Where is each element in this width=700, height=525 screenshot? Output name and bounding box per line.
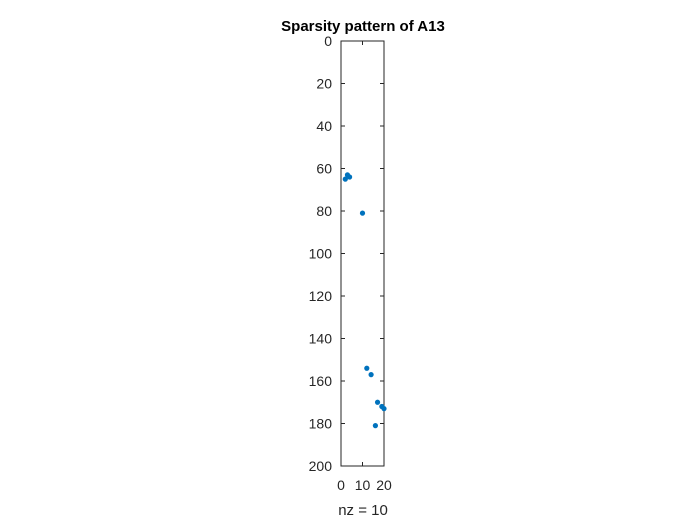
y-tick-label: 20 <box>316 76 332 92</box>
data-point <box>368 372 374 378</box>
plot-area <box>340 40 385 467</box>
y-tick-label: 120 <box>309 288 333 304</box>
y-tick-label: 160 <box>309 373 333 389</box>
y-tick-label: 100 <box>309 246 333 262</box>
data-point <box>359 210 366 216</box>
y-tick-label: 80 <box>316 203 332 219</box>
x-tick-label: 10 <box>355 477 371 493</box>
y-tick-label: 40 <box>316 118 332 134</box>
data-point <box>381 406 387 412</box>
data-points <box>342 172 387 429</box>
x-tick-label: 20 <box>376 477 392 493</box>
chart-title: Sparsity pattern of A13 <box>281 18 445 35</box>
y-tick-label: 60 <box>316 161 332 177</box>
y-tick-label: 140 <box>309 331 333 347</box>
y-tick-label: 0 <box>324 33 332 49</box>
y-tick-label: 200 <box>309 458 333 474</box>
y-tick-label: 180 <box>309 416 333 432</box>
data-point <box>347 174 353 180</box>
x-tick-label: 0 <box>337 477 345 493</box>
x-axis-label: nz = 10 <box>338 502 388 519</box>
data-point <box>342 176 348 182</box>
data-point <box>364 365 370 371</box>
data-point <box>372 423 378 429</box>
data-point <box>374 399 381 405</box>
